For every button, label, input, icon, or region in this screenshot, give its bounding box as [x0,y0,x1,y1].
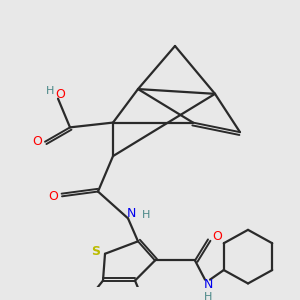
Text: S: S [92,245,100,258]
Text: H: H [204,292,212,300]
Text: O: O [55,88,65,101]
Text: N: N [126,207,136,220]
Text: O: O [32,135,42,148]
Text: O: O [212,230,222,243]
Text: H: H [46,86,54,96]
Text: O: O [48,190,58,203]
Text: N: N [203,278,213,291]
Text: H: H [142,209,150,220]
